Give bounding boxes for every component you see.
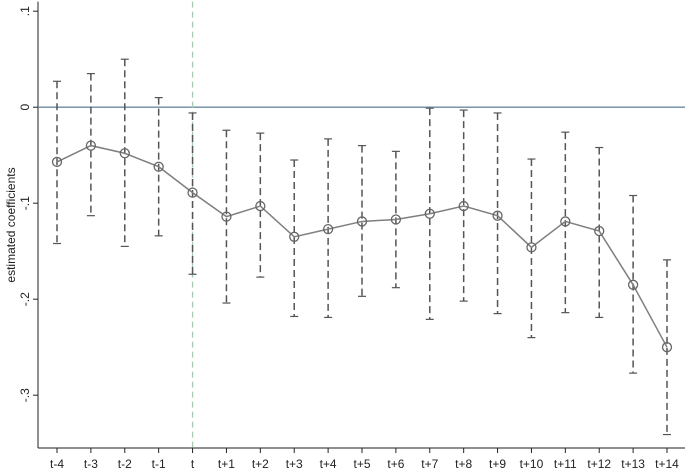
x-tick-label: t+10 <box>520 457 544 471</box>
point <box>85 140 97 151</box>
point <box>289 231 300 242</box>
y-axis-label: estimated coefficients <box>4 167 18 282</box>
x-tick-label: t-2 <box>118 457 132 471</box>
point <box>390 214 402 225</box>
y-tick-label: -.3 <box>18 388 32 402</box>
point <box>322 223 334 235</box>
point <box>627 279 639 290</box>
point <box>492 210 503 221</box>
x-tick-label: t+12 <box>587 457 611 471</box>
x-tick-label: t+11 <box>554 457 577 471</box>
x-tick-label: t-1 <box>152 457 166 471</box>
point <box>51 156 63 168</box>
x-tick-label: t+3 <box>286 457 303 471</box>
y-tick-label: 0 <box>18 104 32 111</box>
x-tick-label: t+8 <box>455 457 472 471</box>
x-tick-label: t+4 <box>320 457 337 471</box>
y-tick-label: -.1 <box>18 196 32 210</box>
x-tick-label: t+5 <box>353 457 370 471</box>
line <box>56 144 668 348</box>
x-tick-label: t+13 <box>621 457 645 471</box>
point <box>458 200 469 212</box>
point <box>424 208 435 219</box>
x-tick-label: t-3 <box>84 457 98 471</box>
point <box>255 200 266 212</box>
x-tick-label: t+14 <box>655 457 679 471</box>
point <box>526 242 537 253</box>
y-tick-label: .1 <box>18 6 32 16</box>
point <box>560 216 571 227</box>
y-tick-label: -.2 <box>18 292 32 306</box>
point <box>119 148 130 159</box>
x-tick-label: t+2 <box>252 457 269 471</box>
x-tick-label: t+6 <box>387 457 404 471</box>
point <box>221 211 232 222</box>
point <box>356 216 368 227</box>
x-tick-label: t+7 <box>421 457 438 471</box>
point <box>661 342 673 353</box>
point <box>187 187 198 198</box>
x-tick-label: t-4 <box>50 457 64 471</box>
point <box>153 161 164 172</box>
x-tick-label: t <box>191 457 195 471</box>
x-tick-label: t+1 <box>218 457 235 471</box>
point <box>594 225 605 237</box>
x-tick-label: t+9 <box>489 457 506 471</box>
